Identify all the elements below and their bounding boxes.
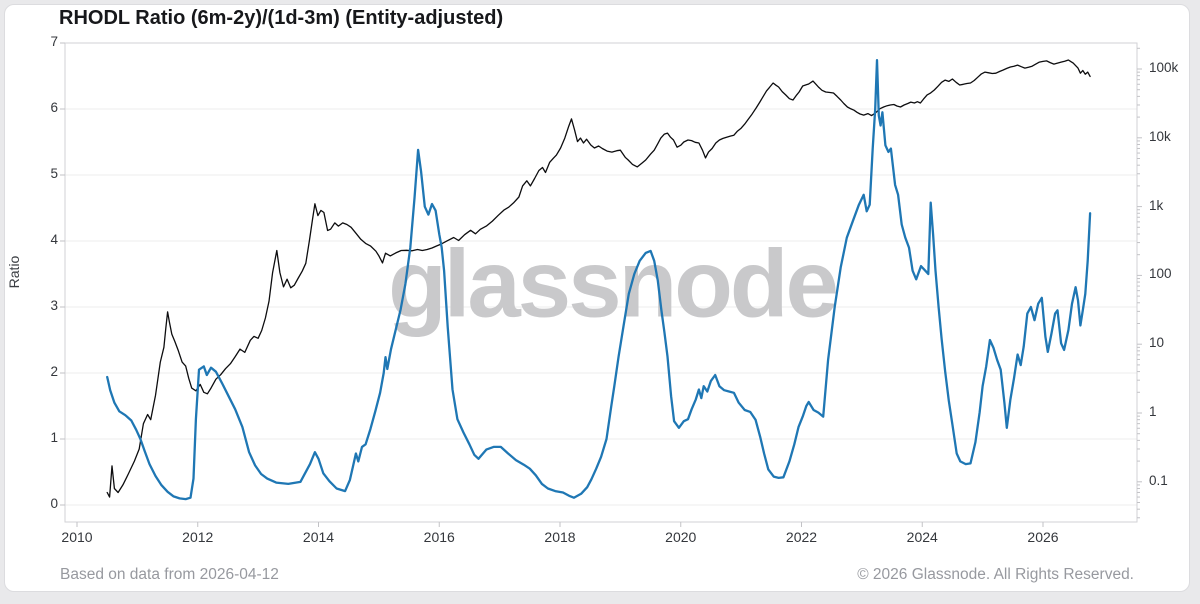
y-axis-title-ratio: Ratio <box>6 255 22 289</box>
y-left-tick-label: 1 <box>50 430 58 445</box>
y-left-tick-label: 2 <box>50 364 58 379</box>
x-tick-label: 2018 <box>544 529 576 545</box>
glassnode-watermark-logo: glassnode <box>388 230 839 338</box>
y-left-tick-label: 3 <box>50 298 58 313</box>
x-tick-label: 2010 <box>61 529 93 545</box>
y-right-tick-label: 100k <box>1149 60 1179 75</box>
y-left-tick-label: 4 <box>50 232 58 247</box>
footer-data-date: Based on data from 2026-04-12 <box>60 566 279 583</box>
x-tick-label: 2014 <box>302 529 335 545</box>
chart-card <box>4 4 1190 592</box>
x-tick-label: 2012 <box>182 529 214 545</box>
y-right-tick-label: 100 <box>1149 266 1172 282</box>
y-left-tick-label: 0 <box>50 496 58 511</box>
y-right-tick-label: 1k <box>1149 197 1164 213</box>
x-tick-label: 2026 <box>1027 529 1059 545</box>
x-tick-label: 2022 <box>785 529 818 545</box>
y-right-tick-label: 10k <box>1149 128 1171 144</box>
y-left-tick-label: 6 <box>50 100 58 115</box>
footer-copyright: © 2026 Glassnode. All Rights Reserved. <box>857 566 1134 583</box>
y-right-tick-label: 0.1 <box>1149 472 1168 488</box>
x-tick-label: 2016 <box>423 529 455 545</box>
x-tick-label: 2024 <box>906 529 938 545</box>
chart-title: RHODL Ratio (6m-2y)/(1d-3m) (Entity-adju… <box>59 7 504 29</box>
y-right-tick-label: 10 <box>1149 335 1165 351</box>
y-left-tick-label: 7 <box>50 34 58 49</box>
x-tick-label: 2020 <box>665 529 697 545</box>
y-left-tick-label: 5 <box>50 166 58 181</box>
y-right-tick-label: 1 <box>1149 404 1157 419</box>
